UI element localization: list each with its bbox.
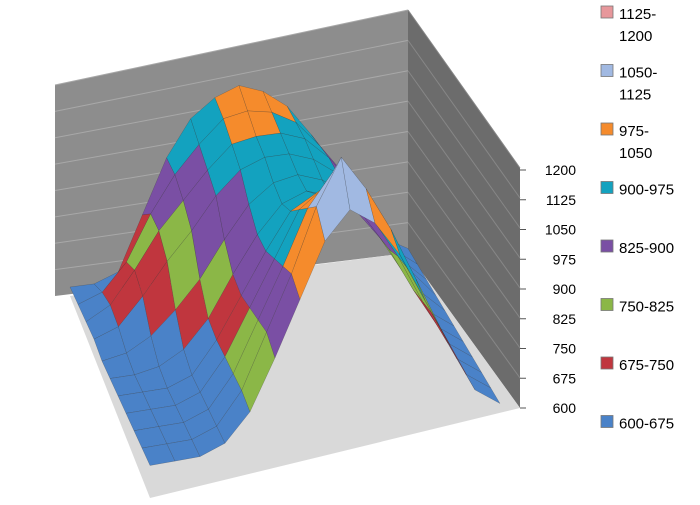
surface-cell [465,373,501,405]
z-tick-label: 1200 [545,162,576,178]
legend-swatch [600,5,614,19]
legend-label: 600-675 [619,416,674,433]
legend-label-line: 900-975 [619,182,674,199]
legend-swatch [600,298,614,311]
back-wall-gridline [54,39,409,112]
z-tick-label: 750 [553,341,577,357]
legend-label-line: 1125 [619,87,651,104]
back-wall-gridline [54,9,409,86]
legend: 1125- 1200 1050- 1125 975- 1050 900-975 825-900… [600,5,674,433]
side-wall-gridline [407,161,521,319]
legend-label-line: 675-750 [619,357,674,374]
legend-label: 1050- 1125 [619,65,657,104]
legend-label-line: 975- [619,123,649,140]
legend-label: 750-825 [619,299,674,316]
side-wall-gridline [407,222,521,379]
z-tick-label: 825 [553,311,577,327]
z-tick-label: 975 [553,251,577,267]
legend-label: 975- 1050 [619,123,652,162]
legend-label-line: 1125- [619,6,656,23]
legend-label-line: 1050 [619,145,652,162]
legend-label-line: 1200 [619,28,652,45]
side-wall-gridline [407,191,521,349]
z-tick-label: 1050 [545,222,576,238]
legend-label-line: 825-900 [619,240,674,257]
legend-swatch [600,122,614,136]
side-wall-gridline [407,100,521,259]
side-wall-gridline [407,9,521,169]
legend-label: 1125- 1200 [619,6,656,45]
legend-swatch [600,356,614,370]
legend-label-line: 750-825 [619,299,674,316]
z-tick-label: 675 [553,370,577,386]
legend-swatch [600,181,614,194]
side-wall-gridline [407,40,521,199]
legend-swatch [600,239,614,253]
z-tick-label: 600 [553,400,577,416]
z-tick-label: 900 [553,281,577,297]
legend-label-line: 1050- [619,65,657,82]
side-wall-gridline [407,70,521,229]
z-tick-label: 1125 [546,192,576,208]
legend-label: 825-900 [619,240,674,257]
legend-swatch [600,64,614,77]
legend-swatch [600,415,614,428]
surface-mesh [69,85,501,466]
legend-label: 675-750 [619,357,674,374]
legend-label-line: 600-675 [619,416,674,433]
legend-label: 900-975 [619,182,674,199]
side-wall-gridline [407,131,521,289]
z-axis-ticks: 600 675 750 825 900 975 1050 1125 1200 [520,162,576,416]
